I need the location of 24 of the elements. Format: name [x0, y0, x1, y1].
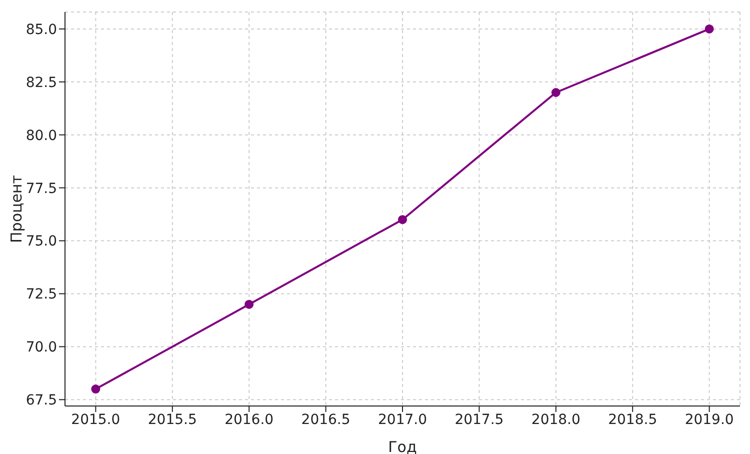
x-tick-label: 2018.5	[608, 412, 658, 428]
y-tick-label: 75.0	[26, 234, 57, 250]
y-tick-label: 80.0	[26, 128, 57, 144]
y-tick-label: 77.5	[26, 180, 57, 197]
x-tick-label: 2018.0	[531, 412, 580, 428]
point	[244, 300, 254, 309]
point	[91, 384, 100, 394]
y-tick-label: 70.0	[26, 340, 57, 356]
x-tick-label: 2017.0	[378, 412, 427, 428]
y-axis-title: Процент	[7, 174, 26, 243]
x-axis-title: Год	[388, 438, 417, 454]
x-tick-label: 2019.0	[684, 412, 734, 428]
y-tick-label: 72.5	[26, 286, 57, 303]
point	[551, 88, 560, 97]
x-tick-label: 2015.5	[148, 412, 197, 428]
x-tick-label: 2016.0	[224, 412, 274, 428]
y-tick-label: 67.5	[26, 392, 57, 409]
y-tick-label: 85.0	[26, 22, 57, 38]
x-tick-label: 2017.5	[454, 412, 504, 428]
point	[398, 215, 407, 224]
x-tick-label: 2015.0	[71, 412, 120, 428]
y-tick-label: 82.5	[26, 74, 57, 91]
x-tick-label: 2016.5	[301, 412, 350, 428]
point	[704, 24, 714, 34]
